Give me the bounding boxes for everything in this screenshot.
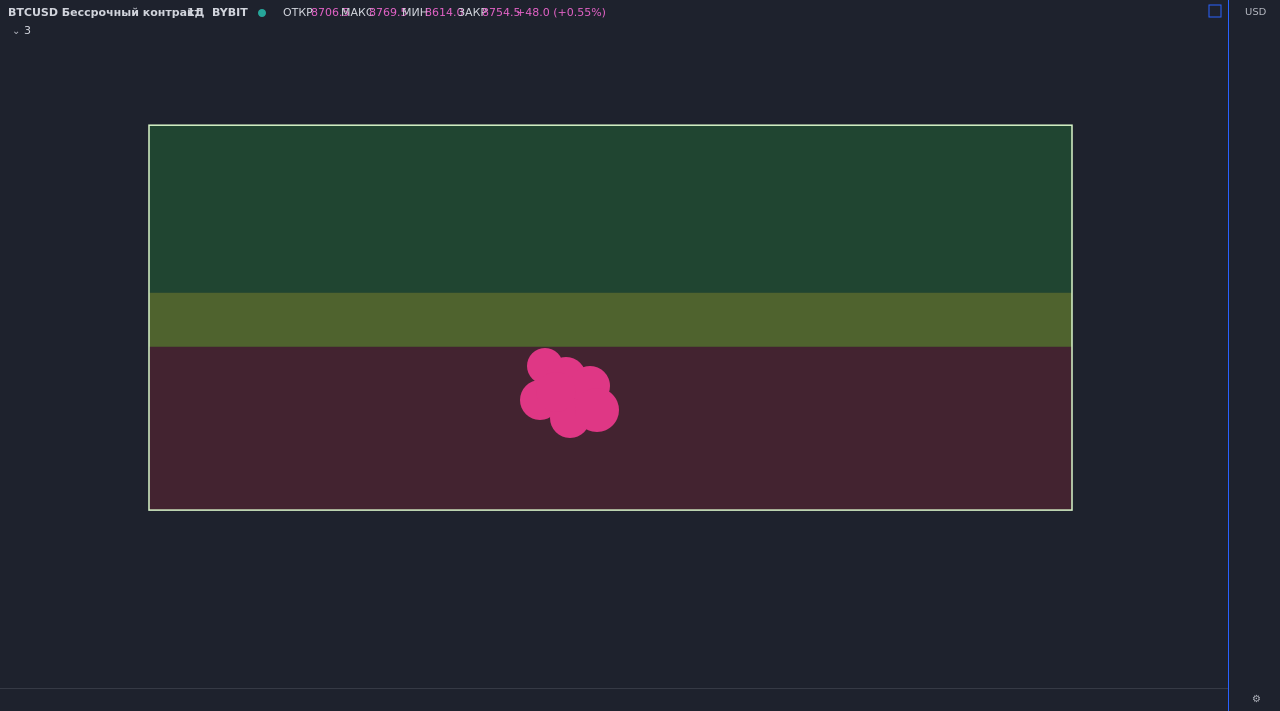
time-axis [0,688,1228,711]
blob [575,388,619,432]
ohlc-value: 8769.5 [369,6,408,19]
ohlc-label: ОТКР [283,6,313,19]
symbol: BTCUSD Бессрочный контракт [8,6,201,19]
blob [536,372,576,412]
currency: USD [1245,7,1267,18]
exchange: BYBIT [212,6,248,19]
settings-icon[interactable] [1208,4,1222,18]
collapse-icon[interactable]: ⌄ [12,26,20,37]
stop-zone [149,346,1072,511]
ohlc-label: МАКС [341,6,374,19]
ohlc-label: МИН [402,6,428,19]
gear-icon[interactable]: ⚙ [1252,694,1261,705]
price-axis [1228,0,1280,711]
indicator-count[interactable]: 3 [24,24,31,37]
ohlc-value: 8614.0 [425,6,464,19]
profit-zone [149,125,1072,347]
status-dot [258,9,266,17]
ohlc-value: 8754.5 [482,6,521,19]
ohlc-label: ЗАКР [458,6,487,19]
position-frame[interactable] [148,124,1073,511]
ohlc-value: 8706.5 [311,6,350,19]
entry-zone [149,292,1072,347]
cursor-blob [520,348,619,438]
change: +48.0 (+0.55%) [516,6,606,19]
position-zones [148,124,1073,511]
interval: 1Д [187,6,205,19]
